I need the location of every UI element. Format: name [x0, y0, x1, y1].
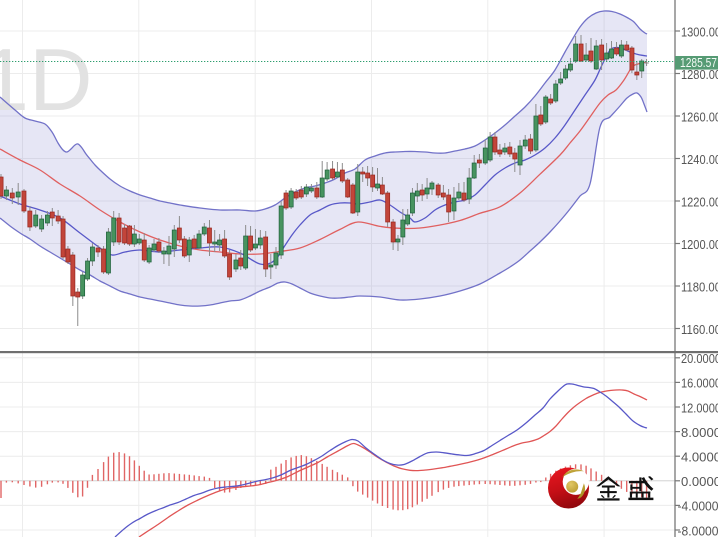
- svg-text:4.0000: 4.0000: [681, 451, 718, 465]
- svg-text:20.0000: 20.0000: [681, 352, 718, 366]
- svg-text:1300.00: 1300.00: [681, 25, 718, 39]
- svg-text:1220.00: 1220.00: [681, 195, 718, 209]
- svg-text:1200.00: 1200.00: [681, 238, 718, 252]
- svg-text:0.0000: 0.0000: [681, 475, 718, 489]
- svg-text:1180.00: 1180.00: [681, 280, 718, 294]
- svg-text:1240.00: 1240.00: [681, 153, 718, 167]
- svg-text:1285.57: 1285.57: [680, 56, 717, 70]
- svg-text:-4.0000: -4.0000: [678, 500, 718, 514]
- svg-text:-8.0000: -8.0000: [678, 524, 718, 537]
- svg-text:1D: 1D: [0, 30, 93, 129]
- svg-text:1160.00: 1160.00: [681, 323, 718, 337]
- svg-text:12.0000: 12.0000: [681, 401, 718, 415]
- svg-text:16.0000: 16.0000: [681, 377, 718, 391]
- svg-text:8.0000: 8.0000: [681, 426, 718, 440]
- svg-text:1260.00: 1260.00: [681, 110, 718, 124]
